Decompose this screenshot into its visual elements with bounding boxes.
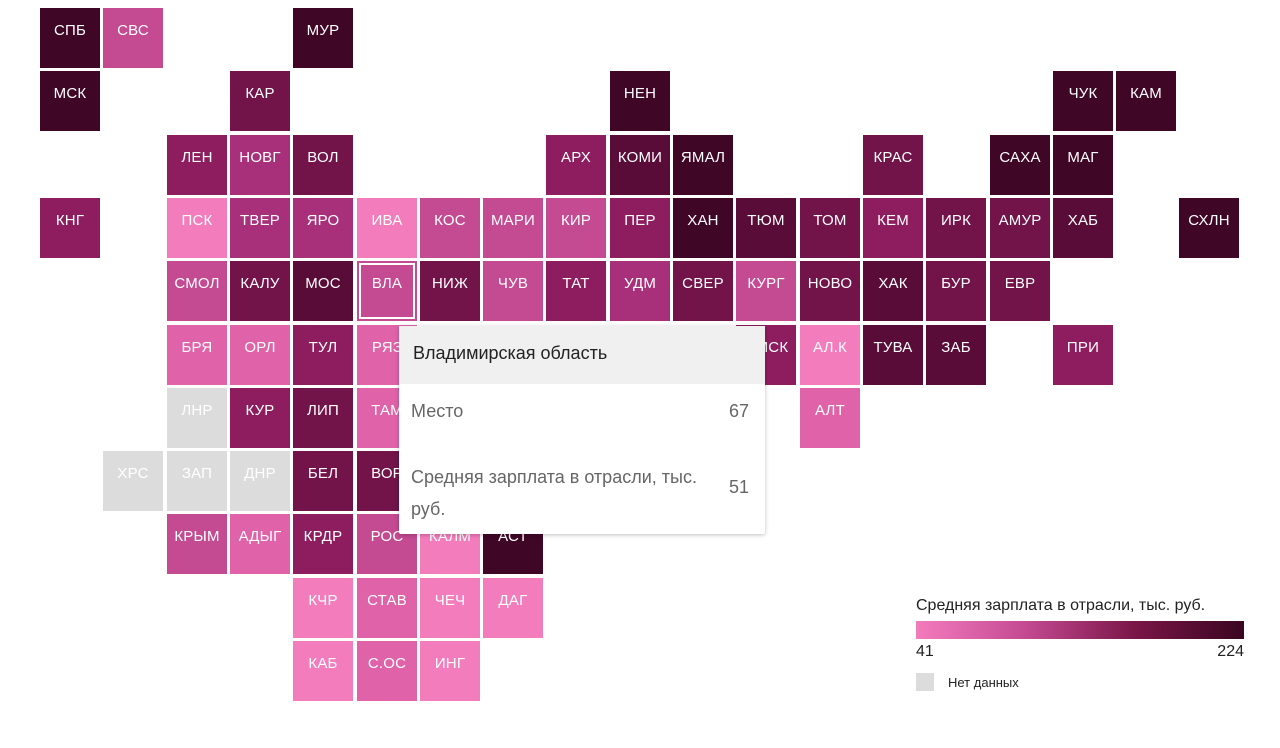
tooltip-salary-label: Средняя зарплата в отрасли, тыс. руб. xyxy=(411,467,697,519)
region-tile[interactable]: МСК xyxy=(40,71,100,131)
region-tile[interactable]: МУР xyxy=(293,8,353,68)
legend-nodata-label: Нет данных xyxy=(948,674,1019,690)
region-tile[interactable]: ЕВР xyxy=(990,261,1050,321)
legend-nodata: Нет данных xyxy=(916,673,1244,691)
region-tile[interactable]: ИВА xyxy=(357,198,417,258)
region-tile[interactable]: АЛТ xyxy=(800,388,860,448)
region-tile[interactable]: КУРГ xyxy=(736,261,796,321)
region-tile[interactable]: БРЯ xyxy=(167,325,227,385)
region-tile[interactable]: КАР xyxy=(230,71,290,131)
region-tile[interactable]: ХАБ xyxy=(1053,198,1113,258)
legend-ticks: 41 224 xyxy=(916,643,1244,665)
region-tile[interactable]: ХАК xyxy=(863,261,923,321)
region-tile[interactable]: ТЮМ xyxy=(736,198,796,258)
region-tile[interactable]: ПЕР xyxy=(610,198,670,258)
region-tile[interactable]: ТУЛ xyxy=(293,325,353,385)
region-tile[interactable]: НЕН xyxy=(610,71,670,131)
legend-gradient-bar xyxy=(916,621,1244,639)
tooltip-title: Владимирская область xyxy=(399,326,765,384)
region-tile[interactable]: КИР xyxy=(546,198,606,258)
region-tile[interactable]: КАЛУ xyxy=(230,261,290,321)
region-tile[interactable]: СХЛН xyxy=(1179,198,1239,258)
region-tile[interactable]: САХА xyxy=(990,135,1050,195)
region-tile[interactable]: УДМ xyxy=(610,261,670,321)
region-tile[interactable]: МАРИ xyxy=(483,198,543,258)
region-tile[interactable]: ИНГ xyxy=(420,641,480,701)
region-tile[interactable]: ХРС xyxy=(103,451,163,511)
region-tile[interactable]: СПБ xyxy=(40,8,100,68)
region-tile[interactable]: СМОЛ xyxy=(167,261,227,321)
region-tile[interactable]: КОМИ xyxy=(610,135,670,195)
region-tile[interactable]: КОС xyxy=(420,198,480,258)
region-tile[interactable]: С.ОС xyxy=(357,641,417,701)
region-tile[interactable]: АДЫГ xyxy=(230,514,290,574)
legend-min-label: 41 xyxy=(916,643,934,660)
region-tile[interactable]: ЗАБ xyxy=(926,325,986,385)
region-tile[interactable]: ДАГ xyxy=(483,578,543,638)
region-tile[interactable]: СВЕР xyxy=(673,261,733,321)
region-tile[interactable]: СТАВ xyxy=(357,578,417,638)
region-tile[interactable]: ЛЕН xyxy=(167,135,227,195)
region-tile[interactable]: БЕЛ xyxy=(293,451,353,511)
tooltip-rank-value: 67 xyxy=(728,401,749,421)
region-tile[interactable]: ВЛА xyxy=(357,261,417,321)
region-tile[interactable]: АМУР xyxy=(990,198,1050,258)
legend-title: Средняя зарплата в отрасли, тыс. руб. xyxy=(916,597,1206,614)
region-tile[interactable]: ПСК xyxy=(167,198,227,258)
tooltip-row-salary: Средняя зарплата в отрасли, тыс. руб. 51 xyxy=(411,461,749,525)
tooltip-salary-value: 51 xyxy=(728,477,749,497)
region-tile[interactable]: ОРЛ xyxy=(230,325,290,385)
region-tile[interactable]: ЧУВ xyxy=(483,261,543,321)
legend-nodata-swatch xyxy=(916,673,934,691)
region-tile[interactable]: ЧУК xyxy=(1053,71,1113,131)
region-tile[interactable]: ЯМАЛ xyxy=(673,135,733,195)
region-tooltip: Владимирская область Место 67 Средняя за… xyxy=(399,326,765,534)
region-tile[interactable]: ЯРО xyxy=(293,198,353,258)
region-tile[interactable]: ЧЕЧ xyxy=(420,578,480,638)
region-tile[interactable]: ТУВА xyxy=(863,325,923,385)
region-tile[interactable]: ТАТ xyxy=(546,261,606,321)
tooltip-rank-label: Место xyxy=(411,401,464,421)
region-tile[interactable]: КЧР xyxy=(293,578,353,638)
legend-max-label: 224 xyxy=(1217,643,1244,660)
region-tile[interactable]: МАГ xyxy=(1053,135,1113,195)
region-tile[interactable]: ЗАП xyxy=(167,451,227,511)
region-tile[interactable]: ИРК xyxy=(926,198,986,258)
region-tile[interactable]: ТОМ xyxy=(800,198,860,258)
region-tile[interactable]: ДНР xyxy=(230,451,290,511)
region-tile[interactable]: ПРИ xyxy=(1053,325,1113,385)
region-tile[interactable]: КАБ xyxy=(293,641,353,701)
region-tile[interactable]: СВС xyxy=(103,8,163,68)
region-tile[interactable]: ВОЛ xyxy=(293,135,353,195)
tooltip-row-rank: Место 67 xyxy=(411,401,749,422)
region-tile[interactable]: АРХ xyxy=(546,135,606,195)
region-tile[interactable]: КРАС xyxy=(863,135,923,195)
region-tile[interactable]: КРДР xyxy=(293,514,353,574)
region-tile[interactable]: НОВО xyxy=(800,261,860,321)
region-tile[interactable]: КЕМ xyxy=(863,198,923,258)
color-legend: Средняя зарплата в отрасли, тыс. руб. 41… xyxy=(916,593,1244,691)
region-tile[interactable]: КРЫМ xyxy=(167,514,227,574)
region-tile[interactable]: АЛ.К xyxy=(800,325,860,385)
region-tile[interactable]: НИЖ xyxy=(420,261,480,321)
region-tile[interactable]: ХАН xyxy=(673,198,733,258)
region-tile[interactable]: ЛИП xyxy=(293,388,353,448)
region-tile[interactable]: РОС xyxy=(357,514,417,574)
region-tile[interactable]: МОС xyxy=(293,261,353,321)
region-tile[interactable]: ТВЕР xyxy=(230,198,290,258)
region-tile[interactable]: НОВГ xyxy=(230,135,290,195)
region-tile[interactable]: БУР xyxy=(926,261,986,321)
region-tile[interactable]: КНГ xyxy=(40,198,100,258)
region-tile[interactable]: ЛНР xyxy=(167,388,227,448)
region-tile[interactable]: КАМ xyxy=(1116,71,1176,131)
region-tile[interactable]: КУР xyxy=(230,388,290,448)
